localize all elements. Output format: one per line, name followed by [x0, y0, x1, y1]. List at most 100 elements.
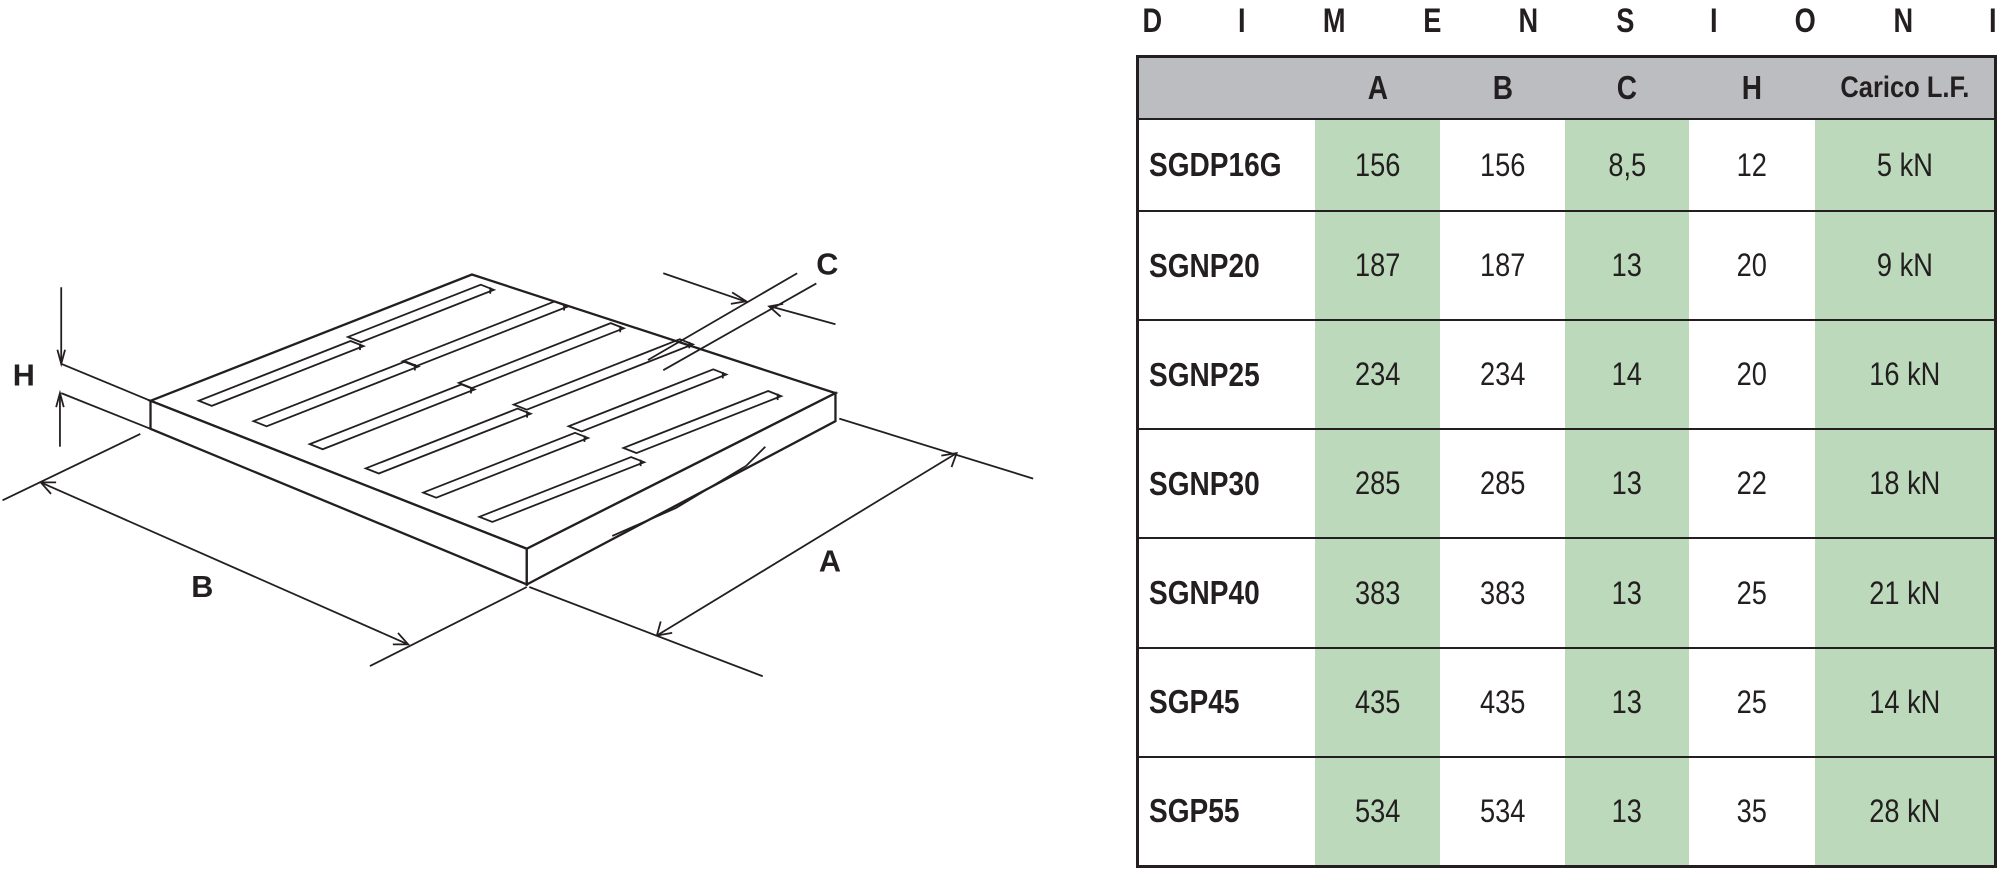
title-letter: E	[1423, 2, 1442, 40]
cell-text: 187	[1479, 247, 1526, 284]
column-header: C	[1565, 58, 1689, 118]
cell-text: 13	[1611, 247, 1643, 284]
arrow-head-icon	[56, 349, 66, 368]
cell-text: 435	[1479, 683, 1526, 720]
table-cell: 21 kN	[1815, 537, 1994, 647]
title-letter: S	[1616, 2, 1635, 40]
title-letter: D	[1142, 2, 1163, 40]
grate-slot	[566, 368, 729, 433]
cell-text: 13	[1611, 574, 1643, 611]
c-extension-line	[647, 272, 798, 361]
grate-slot	[420, 431, 591, 499]
h-extension-line	[60, 362, 151, 402]
a-label: A	[819, 545, 841, 579]
c-arrow-line	[770, 305, 836, 326]
a-extension-line	[529, 586, 764, 678]
model-name-cell: SGP45	[1139, 646, 1315, 756]
cell-text: 20	[1736, 247, 1768, 284]
h-extension-line	[60, 392, 151, 430]
column-header	[1139, 58, 1315, 118]
table-cell: 20	[1689, 210, 1815, 319]
cell-text: 156	[1354, 146, 1401, 183]
table-cell: 12	[1689, 118, 1815, 210]
cell-text: 16 kN	[1868, 356, 1941, 393]
model-name-cell: SGDP16G	[1139, 118, 1315, 210]
plate-front-right-side	[525, 391, 837, 587]
table-cell: 13	[1565, 646, 1689, 756]
model-name-cell: SGNP30	[1139, 428, 1315, 537]
grate-slot	[345, 283, 497, 344]
table-cell: 28 kN	[1815, 755, 1994, 865]
cell-text: 25	[1736, 574, 1768, 611]
b-extension-line	[369, 586, 528, 667]
grate-slot	[307, 383, 477, 451]
table-cell: 156	[1315, 118, 1440, 210]
column-header: Carico L.F.	[1815, 58, 1994, 118]
table-cell: 5 kN	[1815, 118, 1994, 210]
table-cell: 285	[1315, 428, 1440, 538]
table-cell: 14	[1565, 319, 1689, 429]
title-letter: O	[1794, 2, 1816, 40]
h-label: H	[13, 358, 35, 392]
table-cell: 534	[1440, 755, 1565, 865]
b-label: B	[191, 570, 213, 604]
cell-text: 14 kN	[1868, 683, 1941, 720]
table-cell: 187	[1315, 210, 1440, 320]
b-extension-line	[2, 433, 141, 502]
table-cell: 187	[1440, 210, 1565, 319]
title-letter: N	[1518, 2, 1539, 40]
cell-text: 13	[1611, 792, 1643, 829]
cell-text: SGNP40	[1149, 574, 1260, 612]
grate-slot	[476, 456, 647, 523]
cell-text: 14	[1611, 356, 1643, 393]
table-cell: 14 kN	[1815, 646, 1994, 756]
table-cell: 435	[1315, 646, 1440, 756]
cell-text: 234	[1354, 356, 1401, 393]
cell-text: 383	[1479, 574, 1526, 611]
cell-text: SGP55	[1149, 792, 1240, 830]
cell-text: 435	[1354, 683, 1401, 720]
grate-slot	[363, 407, 534, 475]
model-name-cell: SGNP20	[1139, 210, 1315, 319]
title-letter: I	[1710, 2, 1718, 40]
table-cell: 383	[1440, 537, 1565, 646]
arrow-head-icon	[941, 451, 958, 468]
grate-slot	[511, 338, 696, 411]
table-cell: 234	[1315, 319, 1440, 429]
cell-text: 285	[1479, 465, 1526, 502]
table-cell: 534	[1315, 755, 1440, 865]
cell-text: 285	[1354, 465, 1401, 502]
model-name-cell: SGP55	[1139, 755, 1315, 865]
table-cell: 435	[1440, 646, 1565, 756]
column-header-text: Carico L.F.	[1840, 71, 1969, 104]
table-cell: 18 kN	[1815, 428, 1994, 538]
c-label: C	[816, 248, 838, 282]
cell-text: 534	[1354, 792, 1401, 829]
cell-text: 18 kN	[1868, 465, 1941, 502]
column-header-text: A	[1367, 69, 1388, 106]
cell-text: SGNP30	[1149, 464, 1260, 502]
c-extension-line	[662, 282, 817, 371]
cell-text: 9 kN	[1876, 247, 1933, 284]
table-cell: 234	[1440, 319, 1565, 428]
cell-text: 383	[1354, 574, 1401, 611]
cell-text: 28 kN	[1868, 792, 1941, 829]
arrow-head-icon	[55, 389, 65, 408]
table-cell: 35	[1689, 755, 1815, 865]
column-header: B	[1440, 58, 1565, 118]
arrow-head-icon	[767, 302, 784, 318]
model-name-cell: SGNP25	[1139, 319, 1315, 428]
cell-text: 12	[1736, 146, 1768, 183]
table-cell: 16 kN	[1815, 319, 1994, 429]
grate-slot	[251, 360, 421, 428]
cell-text: 156	[1479, 146, 1526, 183]
column-header: A	[1315, 58, 1440, 118]
cell-text: SGNP20	[1149, 246, 1260, 284]
cell-text: 13	[1611, 465, 1643, 502]
table-cell: 22	[1689, 428, 1815, 537]
cell-text: 8,5	[1608, 146, 1646, 183]
table-cell: 285	[1440, 428, 1565, 537]
cell-text: SGP45	[1149, 683, 1240, 721]
title-letter: I	[1238, 2, 1246, 40]
